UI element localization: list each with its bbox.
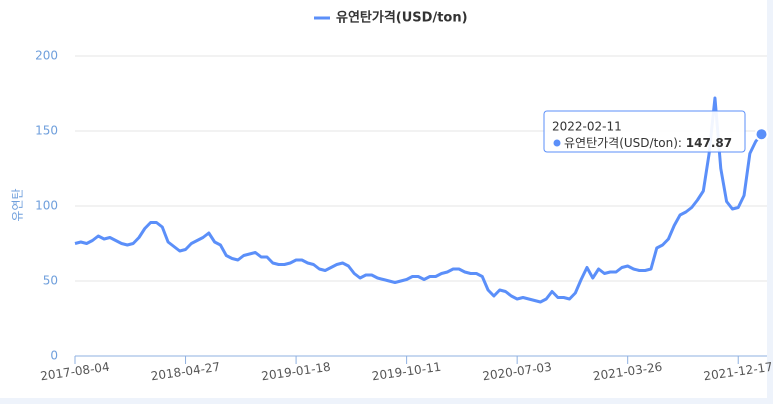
tooltip-date: 2022-02-11 [552, 120, 622, 134]
tooltip-box [543, 110, 746, 153]
plot [74, 96, 769, 304]
legend[interactable]: 유연탄가격(USD/ton) [314, 10, 468, 26]
legend-label[interactable]: 유연탄가격(USD/ton) [336, 10, 468, 26]
series-line [74, 96, 763, 304]
hover-marker [754, 127, 769, 142]
tooltip: 2022-02-11 유연탄가격(USD/ton): 147.87 [543, 110, 746, 153]
tooltip-text: 유연탄가격(USD/ton): 147.87 [564, 136, 732, 150]
chart-background [0, 0, 767, 398]
tooltip-marker [553, 139, 561, 147]
y-tick-label: 150 [35, 124, 58, 138]
tooltip-separator: : [678, 136, 686, 150]
y-tick-label: 100 [35, 199, 58, 213]
y-tick-label: 0 [50, 349, 58, 363]
y-axis-title: 유연탄 [11, 188, 25, 221]
y-tick-label: 50 [43, 274, 58, 288]
tooltip-value: 147.87 [686, 136, 732, 150]
tooltip-series: 유연탄가격(USD/ton) [564, 136, 678, 150]
y-tick-label: 200 [35, 49, 58, 63]
